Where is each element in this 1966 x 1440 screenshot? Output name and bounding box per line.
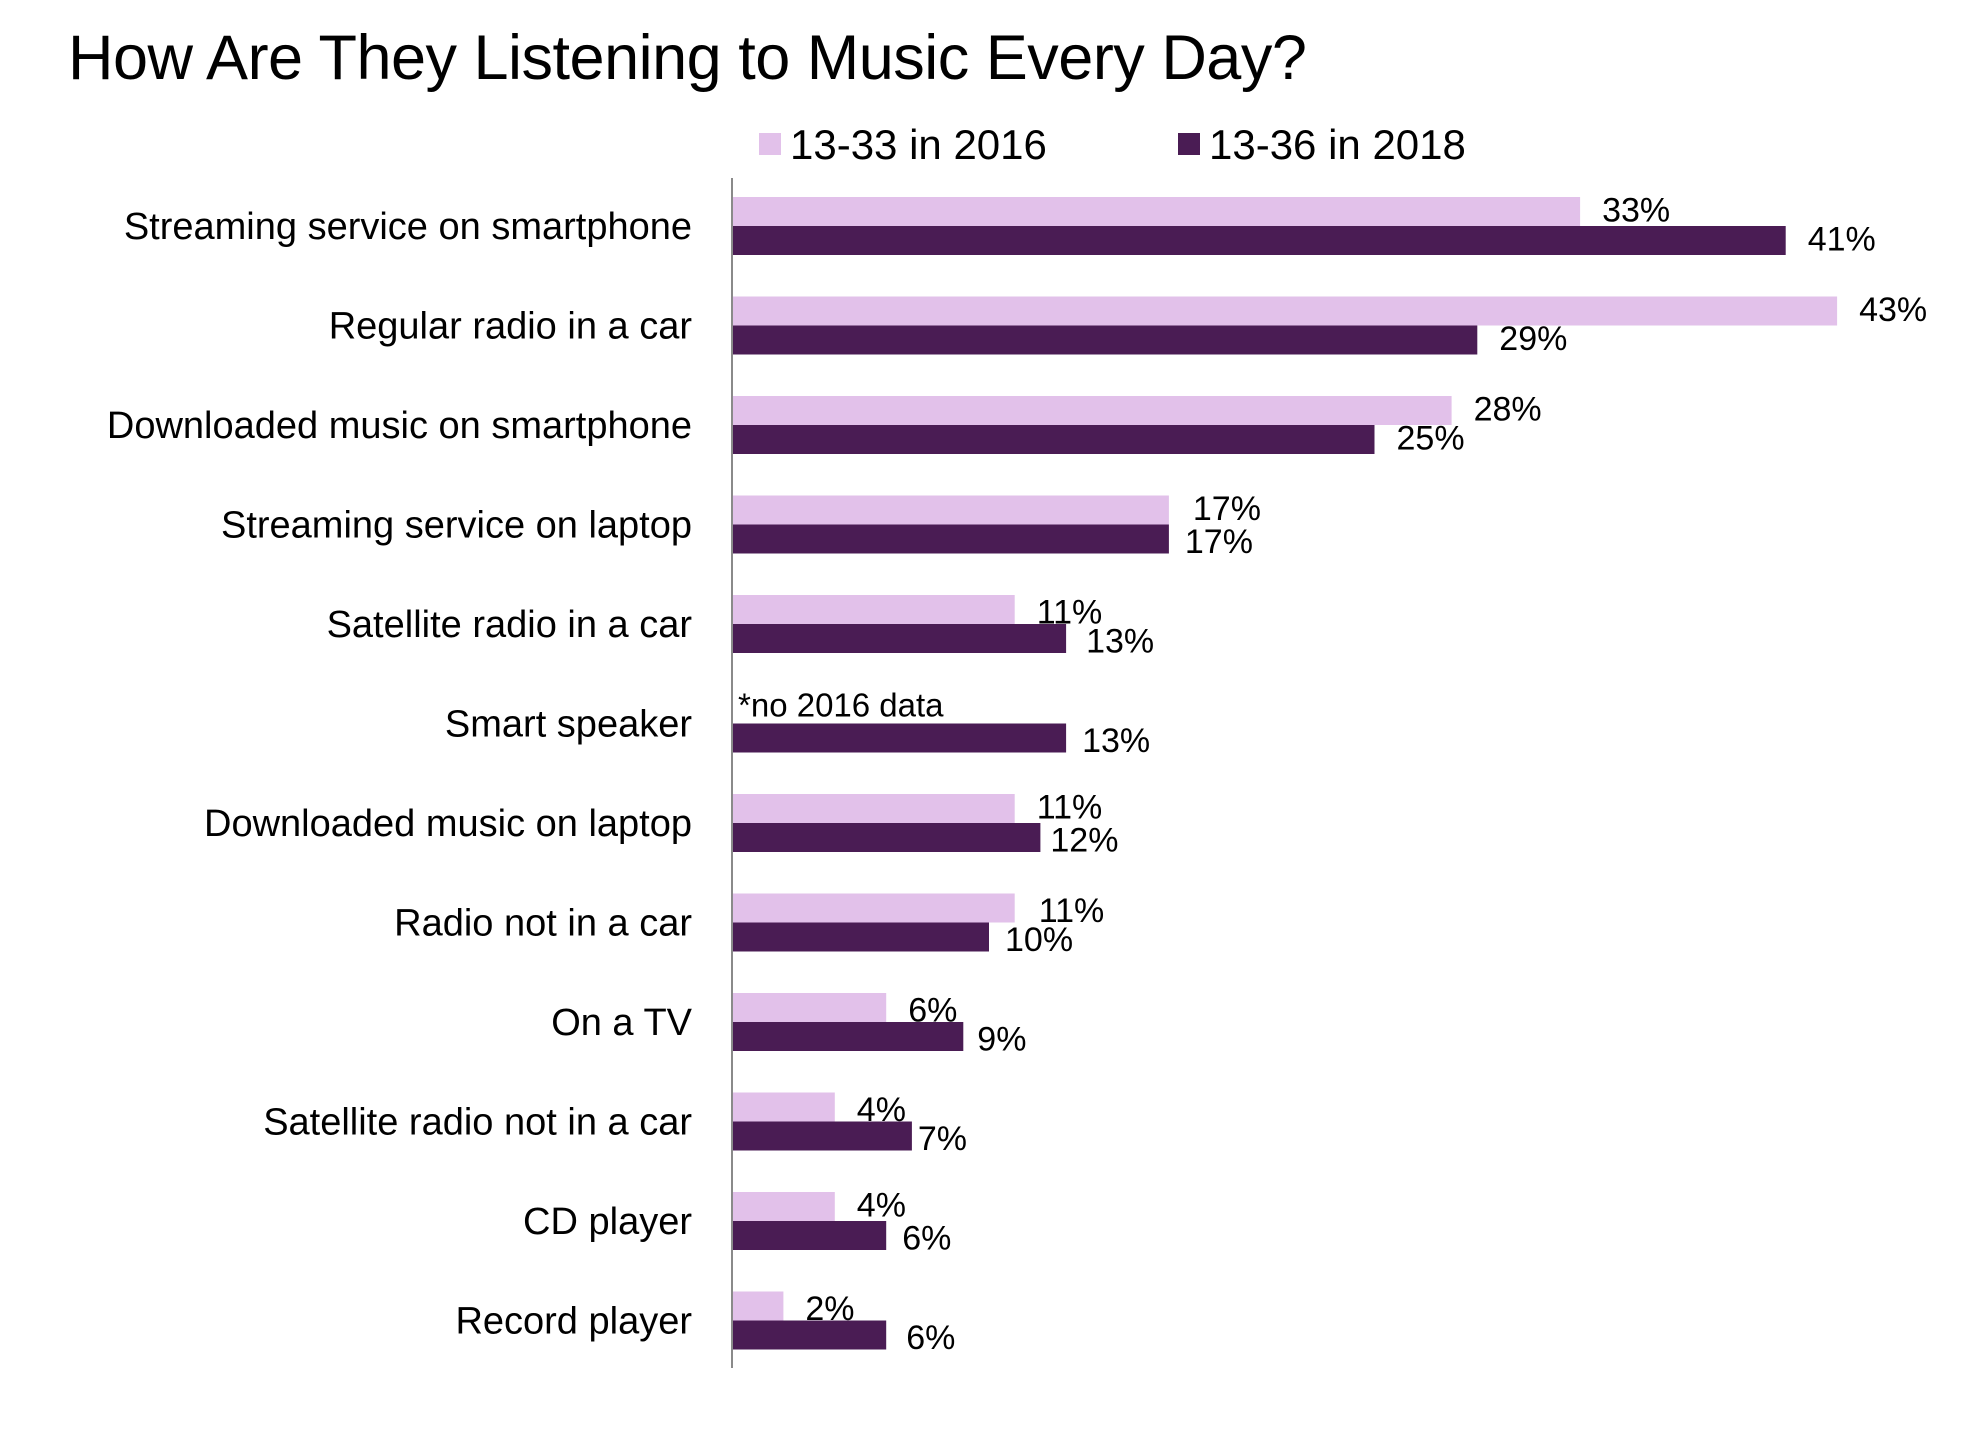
data-label: 11% [1037,789,1103,827]
bar-2 [732,1121,912,1151]
bar-2 [732,823,1041,852]
bar-1 [732,1291,784,1321]
bar-1 [732,296,1838,326]
bar-1 [732,1192,835,1221]
bar-2 [732,922,989,952]
bar-1 [732,993,887,1022]
data-label: 28% [1474,391,1542,429]
category-label: Streaming service on smartphone [124,206,692,248]
data-label: 4% [857,1091,906,1129]
data-label: 13% [1086,623,1154,661]
data-label: 11% [1037,594,1103,632]
bar-2 [732,325,1478,355]
bar-group [732,197,1838,1350]
data-label: 10% [1005,921,1073,959]
bar-2 [732,723,1067,753]
chart-title: How Are They Listening to Music Every Da… [68,23,1307,93]
category-label: CD player [523,1201,692,1243]
category-label: Satellite radio not in a car [263,1102,692,1144]
category-label: Streaming service on laptop [221,505,692,547]
data-label: 25% [1397,420,1465,458]
value-labels: 33%41%43%29%28%25%17%17%11%13%13%11%12%1… [805,192,1927,1358]
data-label: 41% [1808,221,1876,259]
legend-label-2: 13-36 in 2018 [1209,121,1466,168]
category-label: On a TV [551,1002,692,1044]
data-label: 6% [902,1220,951,1258]
data-label: 9% [977,1021,1026,1059]
annotation-note: *no 2016 data [738,687,944,724]
data-label: 33% [1602,192,1670,230]
data-label: 7% [918,1120,967,1158]
category-label: Downloaded music on smartphone [107,405,692,447]
bar-1 [732,396,1452,425]
bar-2 [732,1320,887,1350]
legend-swatch-2 [1178,133,1200,155]
bar-1 [732,197,1581,226]
bar-2 [732,624,1067,653]
bar-1 [732,1092,835,1122]
data-label: 6% [906,1319,955,1357]
bar-1 [732,595,1015,624]
category-label: Smart speaker [445,704,692,746]
data-label: 2% [805,1290,854,1328]
legend-swatch-1 [759,133,781,155]
bar-2 [732,524,1169,554]
data-label: 17% [1185,523,1253,561]
annotations: *no 2016 data [738,687,944,724]
category-label: Satellite radio in a car [327,604,693,646]
bar-2 [732,1022,964,1051]
bar-1 [732,893,1015,923]
data-label: 12% [1050,822,1118,860]
bar-1 [732,495,1169,525]
category-label: Regular radio in a car [329,306,693,348]
bar-1 [732,794,1015,823]
data-label: 4% [857,1187,906,1225]
data-label: 6% [908,992,957,1030]
data-label: 13% [1082,722,1150,760]
data-label: 17% [1193,490,1261,528]
bar-2 [732,226,1786,255]
data-label: 11% [1039,892,1105,930]
bar-2 [732,425,1375,454]
legend-label-1: 13-33 in 2016 [790,121,1047,168]
data-label: 43% [1859,291,1927,329]
category-label: Record player [455,1301,692,1343]
data-label: 29% [1499,320,1567,358]
category-label: Downloaded music on laptop [204,803,692,845]
category-label: Radio not in a car [394,903,692,945]
category-labels: Streaming service on smartphone Regular r… [107,206,693,1343]
bar-2 [732,1221,887,1250]
chart-legend: 13-33 in 2016 13-36 in 2018 [759,121,1466,168]
